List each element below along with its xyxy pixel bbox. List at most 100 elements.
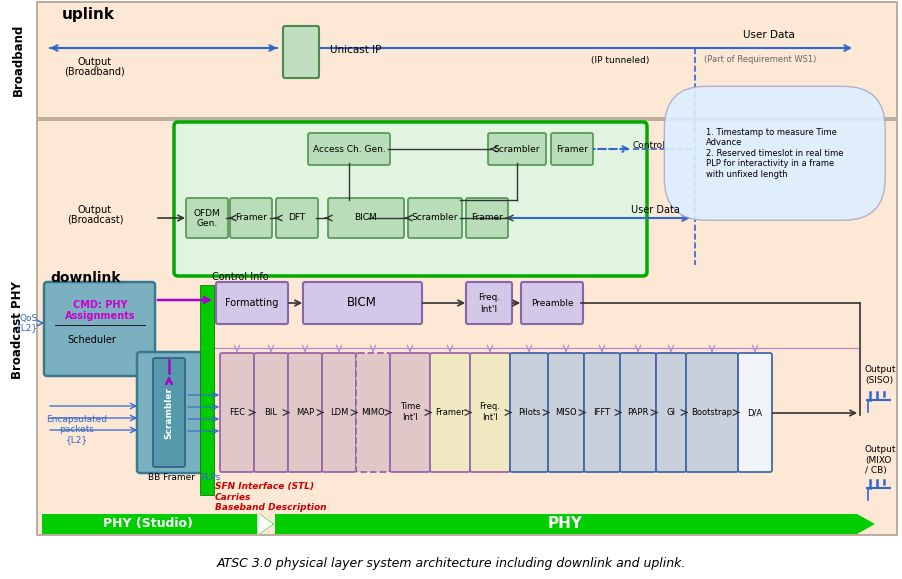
Text: Scrambler: Scrambler (164, 387, 173, 439)
FancyBboxPatch shape (288, 353, 322, 472)
Text: Access Ch. Gen.: Access Ch. Gen. (312, 145, 385, 153)
FancyBboxPatch shape (152, 358, 185, 467)
FancyBboxPatch shape (327, 198, 403, 238)
FancyBboxPatch shape (216, 282, 288, 324)
Text: GI: GI (666, 408, 675, 417)
Text: MAP: MAP (296, 408, 314, 417)
Text: MISO: MISO (555, 408, 576, 417)
FancyBboxPatch shape (469, 353, 510, 472)
Text: BB Framer: BB Framer (148, 472, 196, 482)
Text: Output: Output (864, 365, 896, 375)
Text: DFT: DFT (288, 214, 305, 222)
Text: Carries: Carries (215, 493, 251, 501)
Text: D/A: D/A (747, 408, 761, 417)
Text: Int'l: Int'l (401, 413, 418, 422)
Text: packets: packets (60, 426, 95, 434)
Text: Scrambler: Scrambler (411, 214, 457, 222)
Text: Baseband Description: Baseband Description (215, 503, 327, 511)
FancyBboxPatch shape (487, 133, 546, 165)
Text: Control: Control (632, 141, 665, 149)
Polygon shape (258, 514, 272, 534)
Text: Bootstrap: Bootstrap (691, 408, 732, 417)
Text: BICM: BICM (346, 296, 376, 310)
FancyBboxPatch shape (548, 353, 584, 472)
Bar (37, 2, 896, 118)
Text: PAPR: PAPR (627, 408, 648, 417)
Text: Formatting: Formatting (226, 298, 279, 308)
FancyBboxPatch shape (355, 353, 390, 472)
Text: {L2}: {L2} (66, 435, 88, 445)
FancyBboxPatch shape (686, 353, 737, 472)
FancyBboxPatch shape (737, 353, 771, 472)
FancyBboxPatch shape (44, 282, 155, 376)
FancyBboxPatch shape (465, 198, 508, 238)
Text: Gen.: Gen. (196, 218, 217, 228)
Text: BICM: BICM (354, 214, 377, 222)
Text: PLPs: PLPs (199, 472, 220, 482)
FancyBboxPatch shape (408, 198, 462, 238)
FancyBboxPatch shape (186, 198, 227, 238)
FancyArrow shape (42, 514, 273, 534)
FancyArrow shape (275, 514, 874, 534)
FancyBboxPatch shape (230, 198, 272, 238)
Text: User Data: User Data (630, 205, 678, 215)
FancyBboxPatch shape (282, 26, 318, 78)
Text: / CB): / CB) (864, 466, 886, 475)
FancyBboxPatch shape (137, 352, 203, 473)
Text: Freq.: Freq. (479, 402, 500, 411)
Text: Preamble: Preamble (530, 299, 573, 307)
Text: Int'l: Int'l (480, 305, 497, 313)
Text: Encapsulated: Encapsulated (46, 416, 107, 424)
FancyBboxPatch shape (429, 353, 469, 472)
Text: Pilots: Pilots (517, 408, 539, 417)
Text: (IP tunneled): (IP tunneled) (590, 56, 649, 64)
Bar (37, 120, 896, 535)
Text: Scheduler: Scheduler (68, 335, 116, 345)
Text: Assignments: Assignments (65, 311, 135, 321)
Text: Scrambler: Scrambler (493, 145, 539, 153)
FancyBboxPatch shape (550, 133, 593, 165)
FancyBboxPatch shape (584, 353, 620, 472)
FancyBboxPatch shape (174, 122, 647, 276)
Text: Output: Output (78, 57, 112, 67)
Text: MIMO: MIMO (361, 408, 384, 417)
Text: (Part of Requirement WS1): (Part of Requirement WS1) (703, 56, 815, 64)
Text: downlink: downlink (50, 271, 120, 285)
Bar (199, 285, 214, 495)
FancyBboxPatch shape (303, 282, 421, 324)
Text: (MIXO: (MIXO (864, 456, 890, 464)
Text: PHY (Studio): PHY (Studio) (103, 518, 193, 530)
FancyBboxPatch shape (510, 353, 548, 472)
Text: (Broadcast): (Broadcast) (67, 215, 123, 225)
Text: Output: Output (78, 205, 112, 215)
FancyBboxPatch shape (253, 353, 288, 472)
Text: Control Info: Control Info (211, 272, 268, 282)
Text: (Broadband): (Broadband) (65, 67, 125, 77)
Text: ATSC 3.0 physical layer system architecture including downlink and uplink.: ATSC 3.0 physical layer system architect… (216, 558, 685, 570)
Text: User Data: User Data (742, 30, 794, 40)
FancyBboxPatch shape (276, 198, 318, 238)
Text: 1. Timestamp to measure Time
Advance
2. Reserved timeslot in real time
PLP for i: 1. Timestamp to measure Time Advance 2. … (705, 128, 842, 178)
Text: Time: Time (400, 402, 419, 411)
Text: Output: Output (864, 445, 896, 455)
FancyBboxPatch shape (620, 353, 655, 472)
Text: Framer: Framer (471, 214, 502, 222)
FancyBboxPatch shape (520, 282, 583, 324)
Text: Framer: Framer (235, 214, 267, 222)
FancyBboxPatch shape (465, 282, 511, 324)
Text: (SISO): (SISO) (864, 376, 892, 384)
Text: PHY: PHY (547, 516, 582, 532)
FancyBboxPatch shape (308, 133, 390, 165)
Text: Unicast IP: Unicast IP (329, 45, 381, 55)
Text: CMD: PHY: CMD: PHY (73, 300, 127, 310)
FancyBboxPatch shape (322, 353, 355, 472)
Text: LDM: LDM (329, 408, 348, 417)
Text: BIL: BIL (264, 408, 277, 417)
FancyBboxPatch shape (220, 353, 253, 472)
Text: Framer: Framer (556, 145, 587, 153)
Text: QoS: QoS (20, 313, 38, 323)
Text: IFFT: IFFT (593, 408, 610, 417)
Text: Int'l: Int'l (482, 413, 497, 422)
Text: uplink: uplink (62, 6, 115, 21)
Text: {L2}: {L2} (16, 324, 38, 332)
